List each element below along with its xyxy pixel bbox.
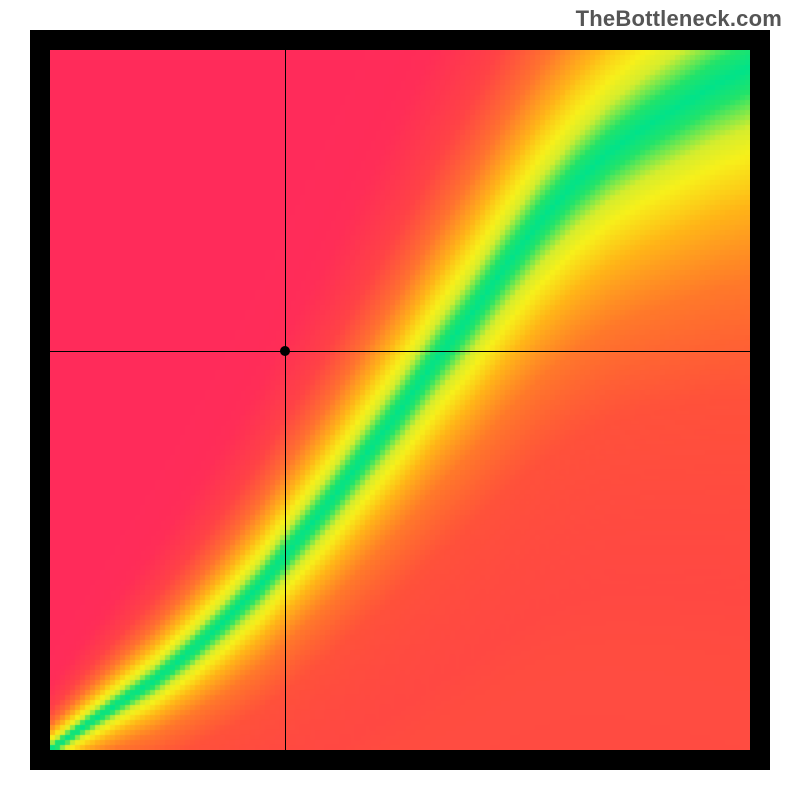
crosshair-horizontal (50, 351, 750, 352)
heatmap-canvas (50, 50, 750, 750)
crosshair-marker (280, 346, 290, 356)
watermark-text: TheBottleneck.com (576, 6, 782, 32)
plot-outer-frame (30, 30, 770, 770)
crosshair-vertical (285, 50, 286, 750)
plot-area (50, 50, 750, 750)
chart-container: TheBottleneck.com (0, 0, 800, 800)
